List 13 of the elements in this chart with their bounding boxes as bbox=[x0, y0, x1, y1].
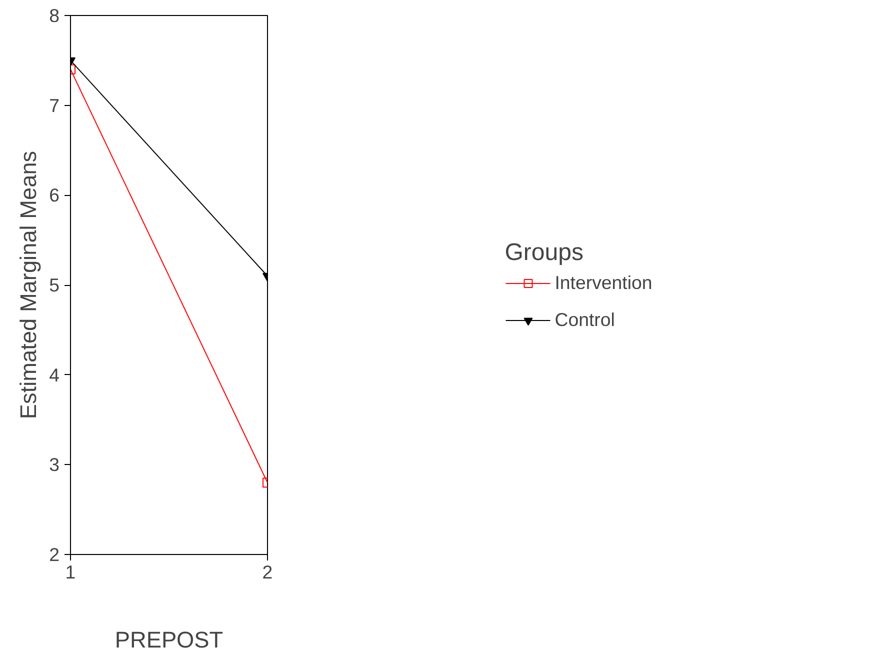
y-tick-label: 2 bbox=[49, 544, 60, 565]
y-axis-title: Estimated Marginal Means bbox=[15, 150, 42, 420]
x-axis-title: PREPOST bbox=[114, 626, 224, 652]
y-tick-label: 4 bbox=[49, 364, 60, 386]
x-tick-label: 1 bbox=[65, 562, 76, 582]
legend-label: Control bbox=[554, 308, 615, 330]
y-tick-label: 7 bbox=[49, 94, 60, 116]
legend-title: Groups bbox=[504, 238, 584, 266]
y-tick-label: 6 bbox=[49, 184, 60, 206]
legend-label: Intervention bbox=[554, 272, 652, 294]
y-tick-label: 3 bbox=[49, 454, 60, 476]
y-tick-label: 8 bbox=[49, 5, 60, 26]
y-tick-label: 5 bbox=[49, 274, 60, 296]
